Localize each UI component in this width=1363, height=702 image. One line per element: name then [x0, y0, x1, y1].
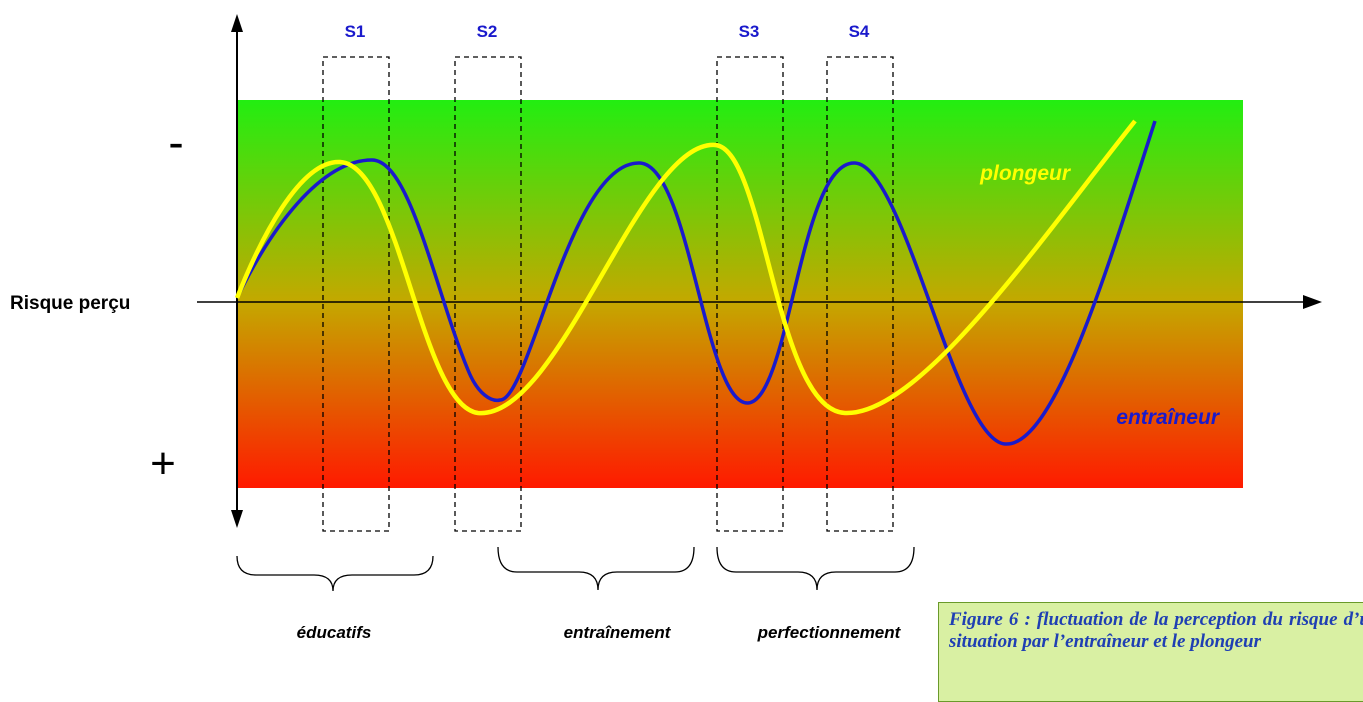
plongeur-curve	[234, 119, 1137, 416]
session-label-s1: S1	[345, 22, 366, 41]
horizontal-axis	[197, 295, 1322, 309]
y-axis-label: Risque perçu	[10, 293, 130, 314]
entraineur-curve	[235, 120, 1157, 446]
phase-label-entrainement: entraînement	[564, 623, 672, 642]
session-label-s4: S4	[849, 22, 870, 41]
figure-caption-box: Figure 6 : fluctuation de la perception …	[938, 602, 1363, 702]
plongeur-label: plongeur	[979, 162, 1072, 185]
phase-label-perfectionnement: perfectionnement	[757, 623, 902, 642]
session-label-s3: S3	[739, 22, 760, 41]
figure-caption: Figure 6 : fluctuation de la perception …	[949, 609, 1363, 652]
session-label-s2: S2	[477, 22, 498, 41]
brace-entrainement	[497, 546, 695, 591]
phase-label-educatifs: éducatifs	[297, 623, 372, 642]
brace-perfectionnement	[716, 546, 915, 591]
risk-gradient-band	[237, 100, 1243, 488]
brace-educatifs	[236, 555, 434, 592]
entraineur-label: entraîneur	[1116, 406, 1221, 429]
plus-sign: +	[150, 439, 176, 488]
minus-sign: -	[168, 116, 183, 168]
vertical-axis	[231, 14, 243, 528]
